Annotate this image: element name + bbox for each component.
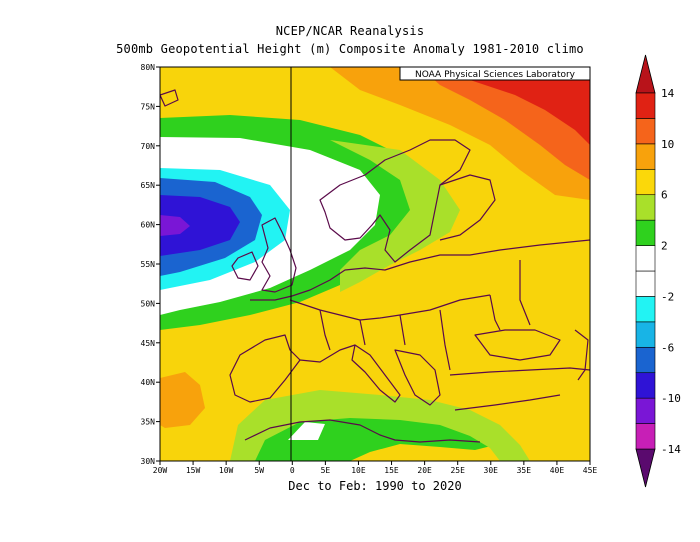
colorbar-band — [635, 321, 656, 348]
lat-tick-label: 65N — [141, 181, 156, 190]
lat-tick-label: 75N — [141, 102, 156, 111]
low-contour-light-green — [330, 140, 460, 292]
colorbar-band — [635, 270, 656, 297]
lon-tick-label: 45E — [583, 466, 598, 475]
lat-tick-label: 40N — [141, 378, 156, 387]
coastlines — [160, 89, 590, 443]
med-contour-white — [288, 422, 325, 440]
time-range-label: Dec to Feb: 1990 to 2020 — [288, 479, 462, 493]
lon-tick-label: 5W — [254, 466, 264, 475]
lon-tick-label: 35E — [517, 466, 532, 475]
low-contour-dark-blue — [160, 195, 240, 256]
lon-tick-label: 30E — [484, 466, 499, 475]
med-contour-light-green — [230, 390, 530, 461]
colorbar-label: 2 — [661, 240, 668, 253]
lat-tick-label: 35N — [141, 418, 156, 427]
lon-tick-label: 25E — [450, 466, 465, 475]
lon-tick-label: 40E — [550, 466, 565, 475]
high-contour-red — [470, 80, 590, 145]
lon-tick-label: 10E — [351, 466, 366, 475]
colorbar-band — [635, 168, 656, 196]
lat-tick-label: 50N — [141, 299, 156, 308]
colorbar-band — [635, 194, 656, 221]
colorbar-label: 6 — [661, 189, 668, 202]
colorbar-band — [635, 346, 656, 374]
colorbar: 14 10 6 2 -2 -6 -10 -14 — [635, 54, 681, 488]
title-line-1: NCEP/NCAR Reanalysis — [275, 24, 425, 38]
credit-box — [399, 66, 591, 81]
colorbar-band — [635, 372, 656, 399]
lon-tick-label: 20W — [153, 466, 168, 475]
latitude-axis: 80N 75N 70N 65N 60N 55N 50N 45N 40N 35N 30N — [141, 63, 160, 466]
anomaly-field — [160, 67, 590, 461]
colorbar-band — [635, 245, 656, 272]
lat-tick-label: 60N — [141, 221, 156, 230]
lon-tick-label: 15W — [186, 466, 201, 475]
lon-tick-label: 20E — [417, 466, 432, 475]
colorbar-band — [635, 423, 656, 450]
colorbar-min-arrow — [635, 448, 656, 488]
colorbar-label: -10 — [661, 392, 681, 405]
lon-tick-label: 0 — [290, 466, 295, 475]
orange-patch-sw — [160, 372, 205, 428]
colorbar-label: -2 — [661, 290, 674, 303]
colorbar-label: -14 — [661, 443, 681, 456]
lon-tick-label: 10W — [219, 466, 234, 475]
title-line-2: 500mb Geopotential Height (m) Composite … — [116, 42, 584, 56]
colorbar-label: -6 — [661, 341, 674, 354]
lat-tick-label: 80N — [141, 63, 156, 72]
colorbar-label: 14 — [661, 87, 675, 100]
colorbar-band — [635, 219, 656, 246]
colorbar-band — [635, 92, 656, 119]
colorbar-band — [635, 143, 656, 170]
colorbar-band — [635, 397, 656, 424]
lat-tick-label: 45N — [141, 339, 156, 348]
colorbar-label: 10 — [661, 138, 674, 151]
colorbar-band — [635, 296, 656, 323]
lon-tick-label: 15E — [384, 466, 399, 475]
lon-tick-label: 5E — [321, 466, 331, 475]
colorbar-max-arrow — [635, 54, 656, 94]
lat-tick-label: 70N — [141, 142, 156, 151]
longitude-axis: 20W 15W 10W 5W 0 5E 10E 15E 20E 25E 30E 35E 40E 45E — [153, 461, 598, 475]
lat-tick-label: 55N — [141, 260, 156, 269]
lat-tick-label: 30N — [141, 457, 156, 466]
credit-label: NOAA Physical Sciences Laboratory — [415, 70, 576, 80]
colorbar-band — [635, 118, 656, 145]
low-contour-purple — [160, 215, 190, 236]
